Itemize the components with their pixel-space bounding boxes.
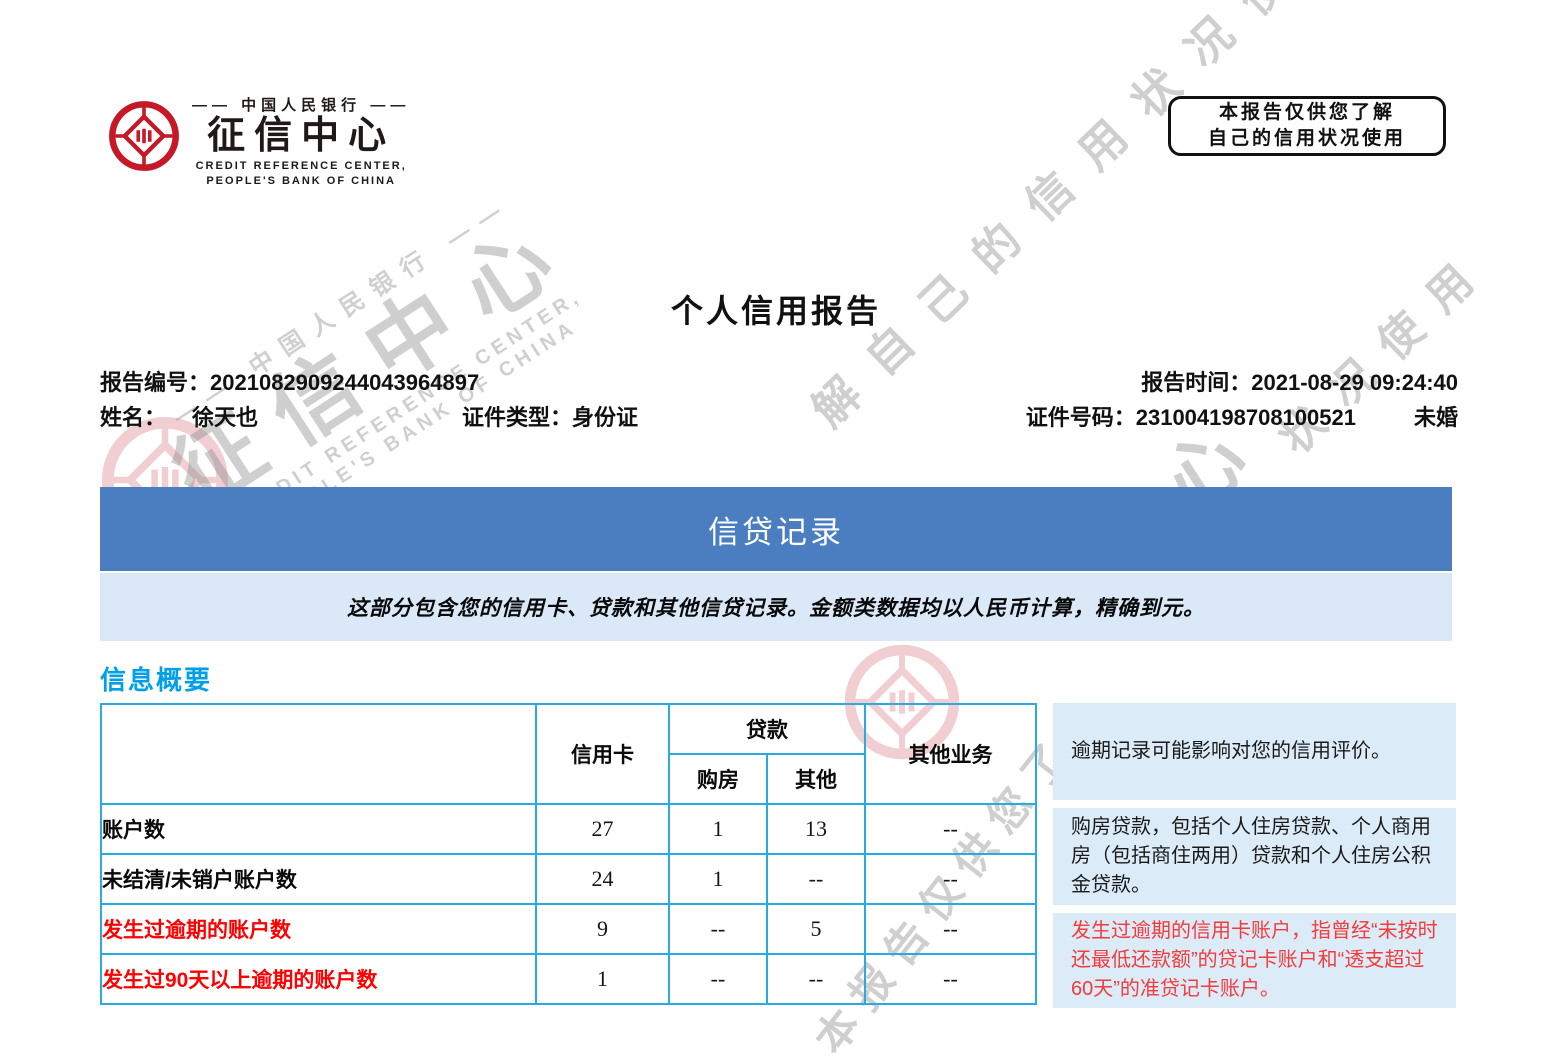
section-banner-title: 信贷记录 <box>708 514 844 550</box>
report-no-label: 报告编号： <box>100 370 211 395</box>
cell-value: -- <box>766 853 866 905</box>
summary-table: 信用卡 贷款 其他业务 购房 其他 账户数 27 1 13 -- <box>100 703 1037 1005</box>
note-overdue-card-definition: 发生过逾期的信用卡账户，指曾经“未按时还最低还款额”的贷记卡账户和“透支超过60… <box>1053 913 1456 1008</box>
note-house-loan-definition: 购房贷款，包括个人住房贷款、个人商用房（包括商住两用）贷款和个人住房公积金贷款。 <box>1053 808 1456 905</box>
section-subtitle: 这部分包含您的信用卡、贷款和其他信贷记录。金额类数据均以人民币计算，精确到元。 <box>347 597 1205 620</box>
row-label: 未结清/未销户账户数 <box>100 853 537 905</box>
header-other-business: 其他业务 <box>864 703 1037 805</box>
report-no-group: 报告编号：2021082909244043964897 <box>100 372 479 394</box>
cell-value: -- <box>864 803 1037 855</box>
crc-logo: —— 中国人民银行 —— 征信中心 CREDIT REFERENCE CENTE… <box>108 94 410 188</box>
center-name: 征信中心 <box>207 115 396 157</box>
cell-value: 13 <box>766 803 866 855</box>
usage-notice-line2: 自己的信用状况使用 <box>1207 128 1406 149</box>
report-time-value: 2021-08-29 09:24:40 <box>1251 370 1458 395</box>
crc-seal-icon <box>109 101 179 171</box>
id-no-value: 231004198708100521 <box>1135 405 1356 430</box>
id-no-group: 证件号码：231004198708100521 未婚 <box>1026 407 1458 429</box>
table-row-overdue-90days: 发生过90天以上逾期的账户数 1 -- -- -- <box>100 953 1037 1005</box>
header-blank-cell <box>100 703 537 805</box>
table-header-row-2: 购房 其他 <box>101 753 1036 805</box>
header-loan-house: 购房 <box>668 753 768 805</box>
name-value: 徐天也 <box>192 405 259 430</box>
report-info: 报告编号：2021082909244043964897 报告时间：2021-08… <box>100 372 1458 442</box>
note-text: 购房贷款，包括个人住房贷款、个人商用房（包括商住两用）贷款和个人住房公积金贷款。 <box>1071 816 1431 896</box>
cell-value: -- <box>864 953 1037 1005</box>
cell-value: 24 <box>535 853 670 905</box>
section-subtitle-strip: 这部分包含您的信用卡、贷款和其他信贷记录。金额类数据均以人民币计算，精确到元。 <box>100 573 1452 641</box>
notes-sidebar: 逾期记录可能影响对您的信用评价。 购房贷款，包括个人住房贷款、个人商用房（包括商… <box>1053 703 1456 1016</box>
cell-value: 1 <box>668 853 768 905</box>
table-header-row-1: 信用卡 贷款 其他业务 <box>100 703 1037 805</box>
note-text: 逾期记录可能影响对您的信用评价。 <box>1071 740 1391 762</box>
cell-value: -- <box>864 903 1037 955</box>
table-row-open-accounts: 未结清/未销户账户数 24 1 -- -- <box>100 853 1037 905</box>
id-type-value: 身份证 <box>572 405 639 430</box>
note-text: 发生过逾期的信用卡账户，指曾经“未按时还最低还款额”的贷记卡账户和“透支超过60… <box>1071 920 1438 1000</box>
row-label: 账户数 <box>100 803 537 855</box>
header-loan-other: 其他 <box>766 753 866 805</box>
id-type-label: 证件类型： <box>462 405 573 430</box>
page-title: 个人信用报告 <box>670 293 881 329</box>
center-english-line1: CREDIT REFERENCE CENTER, <box>195 159 407 172</box>
note-overdue-impact: 逾期记录可能影响对您的信用评价。 <box>1053 703 1456 800</box>
row-label: 发生过逾期的账户数 <box>100 903 537 955</box>
row-label: 发生过90天以上逾期的账户数 <box>100 953 537 1005</box>
cell-value: 1 <box>668 803 768 855</box>
usage-notice-box: 本报告仅供您了解 自己的信用状况使用 <box>1168 96 1446 156</box>
center-english-line2: PEOPLE'S BANK OF CHINA <box>206 174 396 187</box>
id-type-group: 证件类型：身份证 <box>462 407 638 429</box>
cell-value: -- <box>766 953 866 1005</box>
summary-heading: 信息概要 <box>100 665 213 695</box>
report-time-group: 报告时间：2021-08-29 09:24:40 <box>1141 372 1458 394</box>
usage-notice-line1: 本报告仅供您了解 <box>1218 102 1395 124</box>
cell-value: 9 <box>535 903 670 955</box>
cell-value: -- <box>864 853 1037 905</box>
marital-status: 未婚 <box>1413 405 1458 430</box>
cell-value: 27 <box>535 803 670 855</box>
bank-name-line: —— 中国人民银行 —— <box>192 97 411 114</box>
cell-value: -- <box>668 903 768 955</box>
report-no-value: 2021082909244043964897 <box>210 370 480 395</box>
section-banner-credit-records: 信贷记录 <box>100 487 1452 571</box>
header-loan-group: 贷款 <box>668 703 866 755</box>
name-label: 姓名： <box>100 405 167 430</box>
table-row-accounts: 账户数 27 1 13 -- <box>100 803 1037 855</box>
id-no-label: 证件号码： <box>1025 405 1136 430</box>
crc-logo-text: —— 中国人民银行 —— 征信中心 CREDIT REFERENCE CENTE… <box>192 94 410 188</box>
table-row-overdue-accounts: 发生过逾期的账户数 9 -- 5 -- <box>100 903 1037 955</box>
report-time-label: 报告时间： <box>1141 370 1252 395</box>
cell-value: 5 <box>766 903 866 955</box>
name-group: 姓名： 徐天也 <box>100 407 462 429</box>
cell-value: 1 <box>535 953 670 1005</box>
report-info-row-2: 姓名： 徐天也 证件类型：身份证 证件号码：231004198708100521 未… <box>100 407 1458 429</box>
report-info-row-1: 报告编号：2021082909244043964897 报告时间：2021-08… <box>100 372 1458 394</box>
cell-value: -- <box>668 953 768 1005</box>
header-credit-card: 信用卡 <box>535 703 670 805</box>
